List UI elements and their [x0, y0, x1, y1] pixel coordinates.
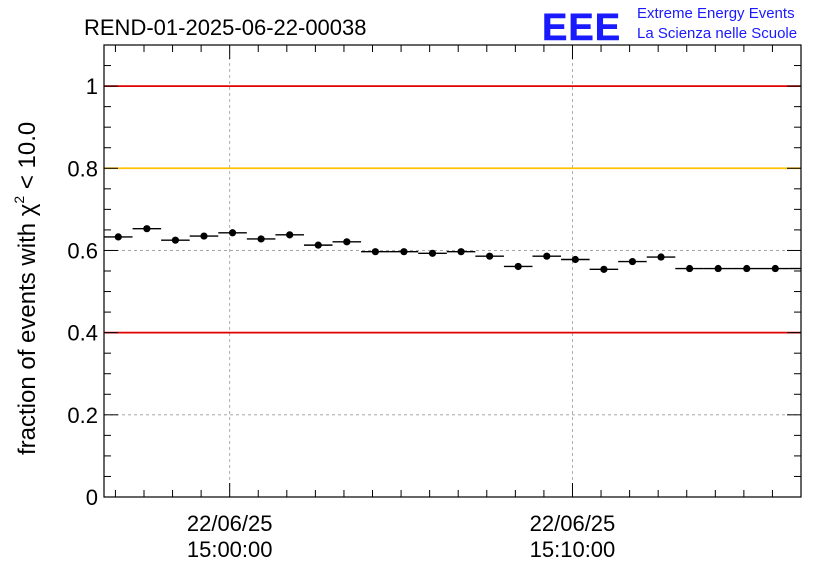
tick-labels: 00.20.40.60.8122/06/2515:00:0022/06/2515… — [67, 74, 615, 562]
y-tick-label: 0 — [86, 485, 98, 510]
data-point — [171, 236, 180, 244]
data-point — [457, 248, 465, 256]
eee-logo: EEE Extreme Energy Events La Scienza nel… — [542, 5, 797, 49]
data-point — [343, 238, 351, 246]
logo-line2: La Scienza nelle Scuole — [637, 25, 797, 42]
data-point — [771, 264, 779, 273]
y-axis-label-superscript: 2 — [11, 196, 27, 204]
data-points — [104, 225, 801, 273]
x-tick-label-date: 22/06/25 — [530, 511, 616, 536]
y-axis-label-group: fraction of events with χ2 < 10.0 — [11, 122, 41, 455]
grid-lines — [104, 45, 801, 497]
data-point — [143, 225, 151, 233]
data-point — [257, 235, 265, 243]
minor-ticks — [104, 45, 801, 498]
y-axis-label: fraction of events with χ2 < 10.0 — [11, 122, 41, 455]
y-tick-label: 0.8 — [67, 156, 98, 181]
data-point — [600, 265, 608, 273]
data-point — [657, 253, 665, 261]
y-axis-label-tail: < 10.0 — [14, 122, 41, 196]
eee-logo-mark: EEE — [542, 7, 621, 49]
chart-title: REND-01-2025-06-22-00038 — [84, 15, 367, 40]
data-point — [628, 257, 637, 266]
reference-lines — [104, 85, 801, 334]
data-point — [486, 252, 494, 260]
data-point — [514, 262, 522, 271]
data-point — [286, 231, 294, 239]
data-point — [428, 249, 437, 257]
y-axis-label-main: fraction of events with χ — [14, 203, 41, 455]
data-point — [685, 264, 694, 273]
x-tick-label-time: 15:00:00 — [187, 537, 273, 562]
y-tick-label: 0.2 — [67, 403, 98, 428]
x-tick-label-date: 22/06/25 — [187, 511, 273, 536]
y-tick-label: 0.4 — [67, 321, 98, 346]
data-point — [114, 233, 122, 241]
y-tick-label: 1 — [86, 74, 98, 99]
data-point — [543, 252, 551, 260]
data-point — [571, 255, 579, 264]
data-point — [743, 264, 751, 273]
y-tick-label: 0.6 — [67, 238, 98, 263]
data-point — [228, 229, 237, 237]
data-point — [314, 241, 322, 249]
data-point — [371, 248, 379, 256]
x-tick-label-time: 15:10:00 — [530, 537, 616, 562]
plot-frame — [103, 44, 802, 498]
data-point — [200, 232, 208, 240]
logo-line1: Extreme Energy Events — [637, 5, 795, 22]
data-point — [714, 264, 722, 273]
data-point — [400, 248, 408, 256]
